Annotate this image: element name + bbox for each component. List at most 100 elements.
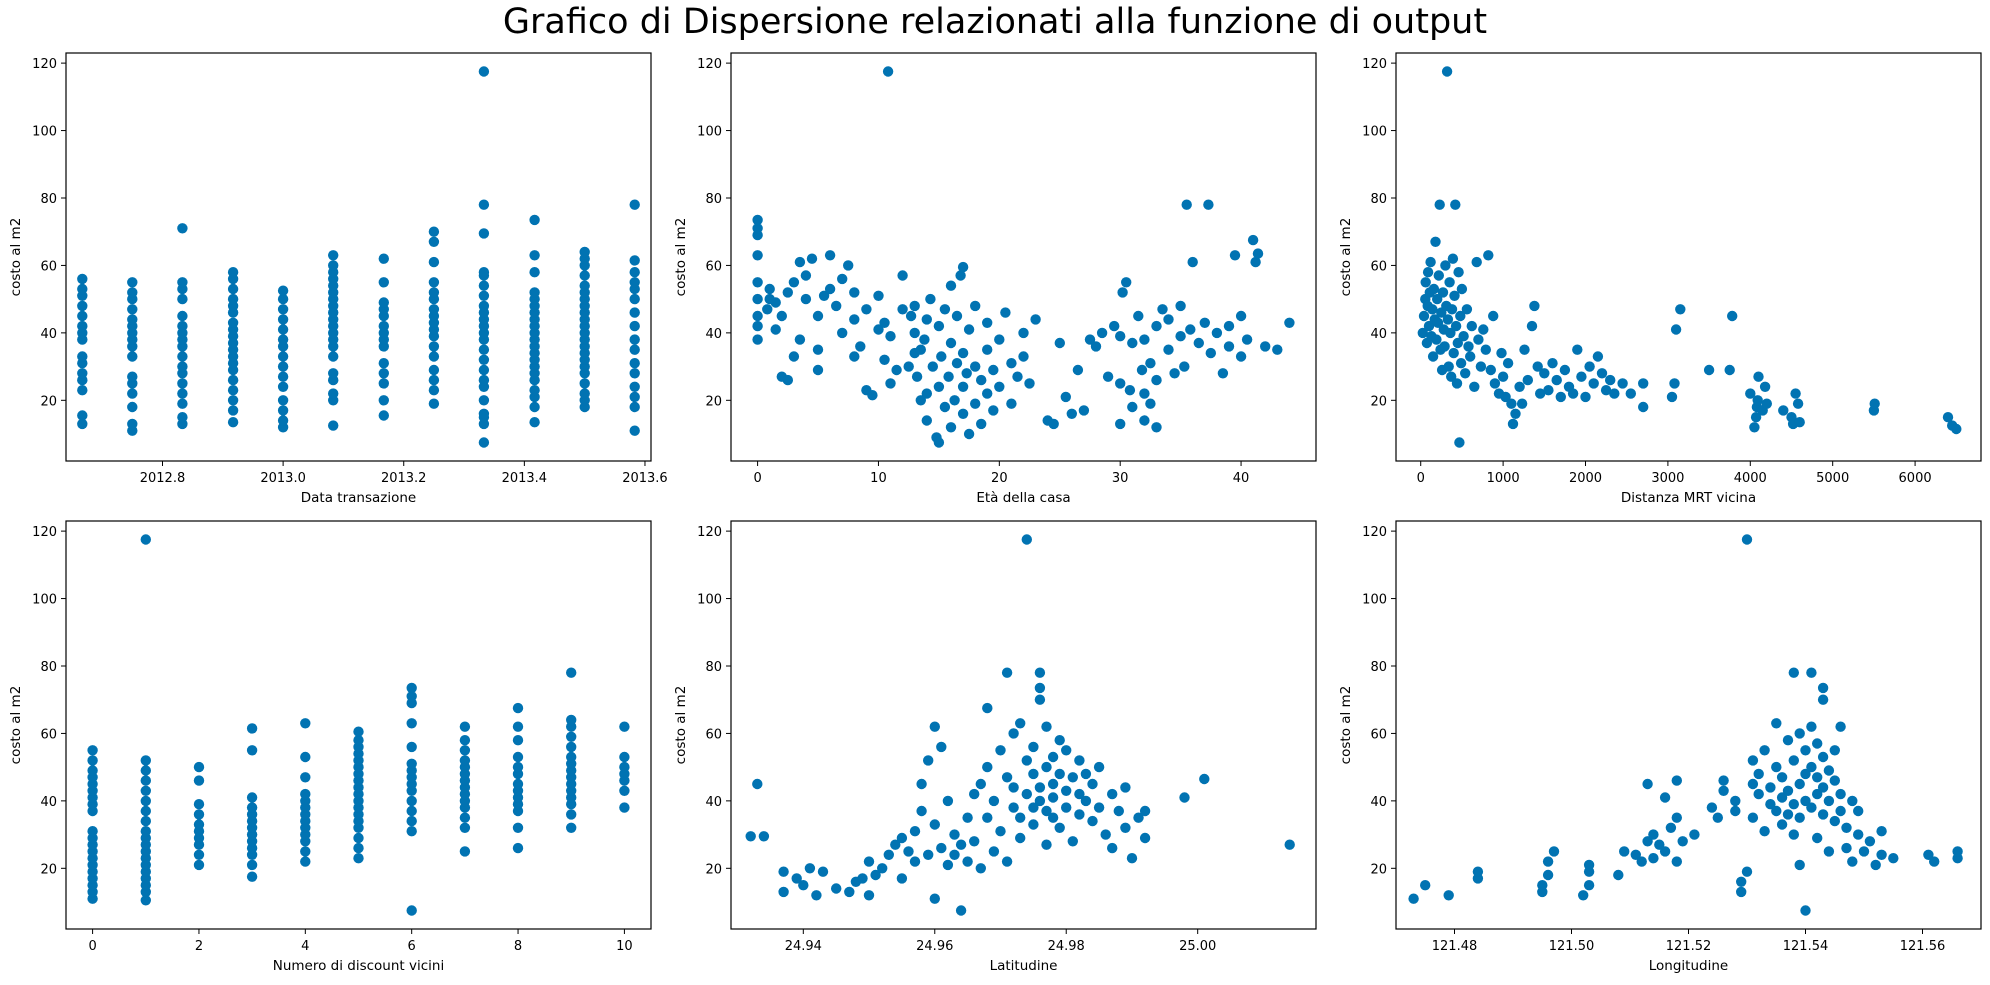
data-point [127,277,138,288]
data-point [1609,388,1620,399]
data-point [193,775,205,786]
data-point [246,802,258,813]
x-tick-label: 2013.2 [381,471,427,486]
data-point [227,395,239,406]
data-point [87,745,98,756]
data-point [1489,378,1501,389]
data-point [629,344,640,355]
y-tick-label: 40 [40,795,57,810]
data-point [1794,728,1805,739]
y-tick-label: 100 [1362,125,1387,140]
data-point [1776,819,1788,830]
data-point [1823,846,1835,857]
data-point [428,364,440,376]
data-point [1567,388,1579,399]
data-point [939,304,951,315]
y-tick-label: 100 [697,125,722,140]
data-point [1018,351,1029,362]
data-point [1792,398,1804,409]
data-point [566,822,577,833]
data-point [1047,778,1059,790]
data-point [982,317,993,328]
data-point [1449,290,1460,301]
data-point [1718,775,1729,786]
data-point [1008,728,1019,739]
data-point [1458,331,1469,342]
y-axis-label: costo al m2 [673,686,689,765]
x-tick-label: 4 [301,939,309,954]
data-point [1157,304,1168,315]
data-point [277,324,289,335]
data-point [1442,314,1454,325]
data-point [1107,788,1118,800]
data-point [1217,368,1229,379]
data-point [406,795,417,807]
data-point [579,388,590,399]
data-point [1605,374,1616,386]
data-point [1001,772,1013,783]
data-point [87,755,98,766]
data-point [1235,310,1247,322]
data-point [378,378,389,389]
data-point [406,815,417,827]
data-point [873,324,884,335]
data-point [566,751,577,763]
data-point [1443,361,1454,372]
data-point [988,405,999,416]
data-point [227,385,239,396]
data-point [1806,721,1817,732]
data-point [1235,351,1247,362]
data-point [1199,773,1210,785]
data-point [127,287,138,298]
data-point [378,395,389,406]
data-point [1473,334,1484,345]
data-point [1087,778,1098,790]
data-point [1592,351,1604,362]
data-point [1454,437,1465,448]
data-point [982,344,993,355]
data-point [752,778,763,790]
data-point [1543,385,1554,396]
data-point [942,795,954,807]
data-point [566,809,577,820]
data-point [1771,718,1782,729]
data-point [193,761,205,773]
data-point [1539,368,1550,379]
data-point [915,395,926,406]
data-point [1841,842,1852,854]
data-point [406,718,417,729]
data-point [1659,792,1671,803]
data-point [831,883,842,894]
data-point [246,792,258,803]
data-point [529,250,540,261]
data-point [758,831,770,842]
data-point [478,364,490,376]
data-point [1080,795,1092,807]
data-point [1670,324,1682,335]
data-point [1120,782,1131,793]
data-point [1461,304,1473,315]
data-point [1061,802,1072,813]
data-point [328,368,339,379]
data-point [140,765,151,776]
data-point [1718,785,1729,796]
data-point [428,351,440,362]
data-point [1028,741,1039,753]
data-point [1463,341,1474,352]
data-point [1636,856,1647,867]
data-point [1625,388,1637,399]
data-point [1067,772,1079,783]
data-point [988,846,1000,857]
data-point [824,250,836,261]
data-point [1942,412,1954,423]
data-point [916,805,927,817]
data-point [328,351,339,362]
data-point [855,341,866,352]
data-point [1126,853,1138,864]
data-point [1800,795,1811,807]
data-point [87,765,98,776]
data-point [788,351,800,362]
data-point [945,422,957,433]
data-point [1724,364,1735,376]
y-tick-label: 20 [1370,862,1387,877]
